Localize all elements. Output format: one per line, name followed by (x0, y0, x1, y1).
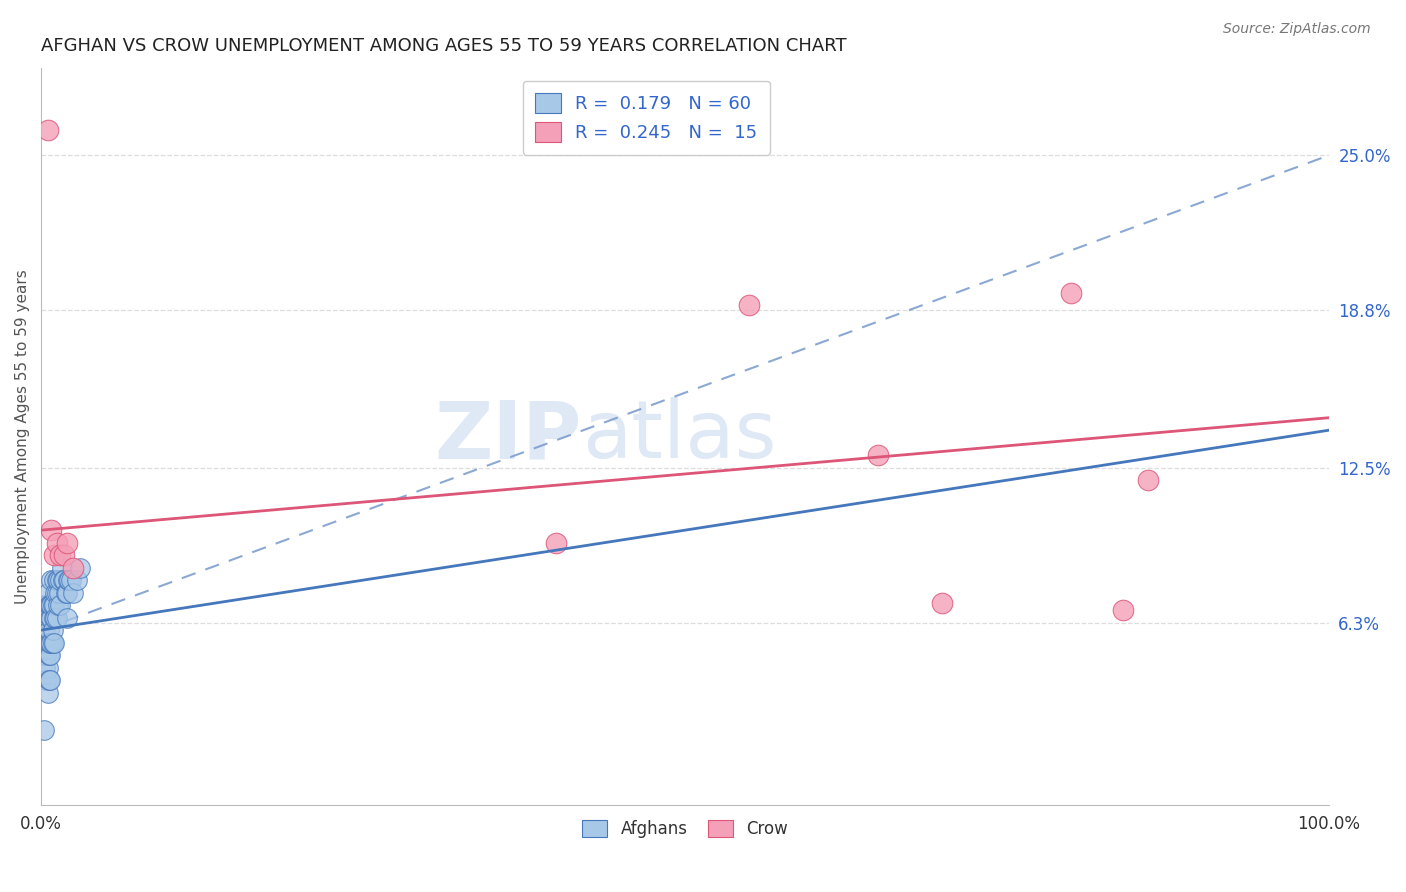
Point (38, 598, 60, 612)
Point (45, 535, 67, 549)
Point (42, 610, 65, 624)
Point (39, 673, 62, 687)
Point (56, 535, 79, 549)
Legend: Afghans, Crow: Afghans, Crow (575, 814, 794, 845)
Point (69, 560, 91, 574)
Point (41, 610, 63, 624)
Point (42, 573, 65, 587)
Point (58, 573, 80, 587)
Point (49, 548, 72, 562)
Point (46, 573, 69, 587)
Text: Source: ZipAtlas.com: Source: ZipAtlas.com (1223, 22, 1371, 37)
Point (1137, 473, 1160, 487)
Point (35, 648, 58, 662)
Point (34, 635, 56, 649)
Point (41, 623, 63, 637)
Point (56, 573, 79, 587)
Point (44, 585, 66, 599)
Point (55, 585, 77, 599)
Point (39, 635, 62, 649)
Point (37, 585, 59, 599)
Point (66, 573, 89, 587)
Point (37, 635, 59, 649)
Point (35, 610, 58, 624)
Text: AFGHAN VS CROW UNEMPLOYMENT AMONG AGES 55 TO 59 YEARS CORRELATION CHART: AFGHAN VS CROW UNEMPLOYMENT AMONG AGES 5… (41, 37, 846, 55)
Point (59, 573, 82, 587)
Point (35, 598, 58, 612)
Point (41, 635, 63, 649)
Point (34, 623, 56, 637)
Point (738, 298, 761, 312)
Text: atlas: atlas (582, 398, 776, 475)
Point (1060, 285, 1083, 300)
Point (39, 598, 62, 612)
Point (49, 573, 72, 587)
Point (38, 673, 60, 687)
Point (37, 660, 59, 674)
Point (931, 596, 953, 610)
Point (42, 635, 65, 649)
Point (1111, 603, 1133, 617)
Point (34, 598, 56, 612)
Point (35, 673, 58, 687)
Point (35, 635, 58, 649)
Point (34, 660, 56, 674)
Point (546, 535, 568, 549)
Point (53, 573, 76, 587)
Point (62, 560, 84, 574)
Point (37, 610, 59, 624)
Point (39, 648, 62, 662)
Point (42, 548, 65, 562)
Point (44, 610, 66, 624)
Point (37, 123, 59, 137)
Text: ZIP: ZIP (434, 398, 582, 475)
Point (34, 648, 56, 662)
Point (53, 548, 76, 562)
Point (38, 648, 60, 662)
Point (45, 573, 67, 587)
Point (52, 573, 75, 587)
Point (41, 598, 63, 612)
Point (42, 598, 65, 612)
Point (32, 723, 55, 737)
Point (41, 598, 63, 612)
Point (49, 598, 72, 612)
Point (48, 585, 70, 599)
Point (38, 635, 60, 649)
Point (51, 560, 73, 574)
Point (56, 585, 79, 599)
Point (46, 598, 69, 612)
Point (56, 610, 79, 624)
Point (45, 610, 67, 624)
Point (38, 623, 60, 637)
Point (41, 523, 63, 537)
Point (62, 585, 84, 599)
Y-axis label: Unemployment Among Ages 55 to 59 years: Unemployment Among Ages 55 to 59 years (15, 269, 30, 604)
Point (37, 685, 59, 699)
Point (866, 448, 889, 462)
Point (41, 635, 63, 649)
Point (45, 585, 67, 599)
Point (39, 610, 62, 624)
Point (34, 610, 56, 624)
Point (41, 573, 63, 587)
